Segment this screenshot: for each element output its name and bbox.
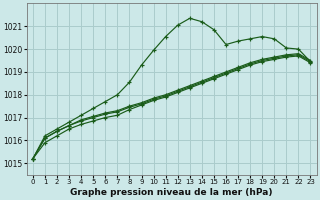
X-axis label: Graphe pression niveau de la mer (hPa): Graphe pression niveau de la mer (hPa) [70,188,273,197]
